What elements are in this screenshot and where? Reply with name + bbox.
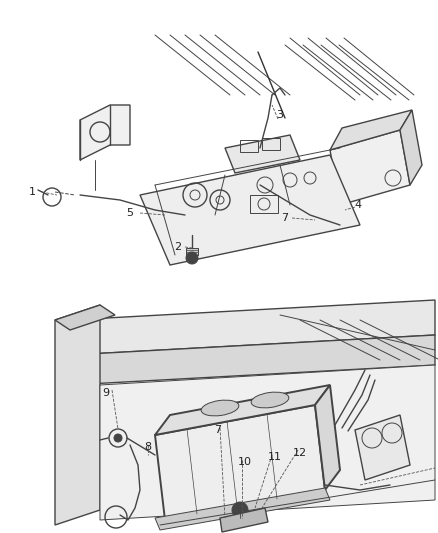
Bar	[262, 138, 280, 150]
Text: 1: 1	[28, 187, 35, 197]
Text: 5: 5	[127, 208, 134, 218]
Bar	[250, 195, 278, 213]
Polygon shape	[355, 415, 410, 480]
Polygon shape	[70, 335, 435, 385]
Text: 3: 3	[276, 110, 283, 120]
Polygon shape	[330, 130, 410, 205]
Polygon shape	[55, 305, 100, 525]
Circle shape	[114, 434, 122, 442]
Ellipse shape	[201, 400, 239, 416]
Polygon shape	[155, 488, 330, 530]
Ellipse shape	[251, 392, 289, 408]
Polygon shape	[80, 105, 130, 160]
Polygon shape	[155, 385, 330, 435]
Circle shape	[232, 502, 248, 518]
Text: 7: 7	[215, 425, 222, 435]
Polygon shape	[400, 110, 422, 185]
Polygon shape	[140, 155, 360, 265]
Text: 8: 8	[145, 442, 152, 452]
Text: 12: 12	[293, 448, 307, 458]
Text: 4: 4	[354, 200, 361, 210]
Polygon shape	[70, 300, 435, 355]
Text: 11: 11	[268, 452, 282, 462]
Polygon shape	[55, 305, 115, 330]
Bar	[240, 140, 258, 152]
Polygon shape	[100, 365, 435, 520]
Polygon shape	[225, 135, 300, 173]
Polygon shape	[220, 508, 268, 532]
Text: 10: 10	[238, 457, 252, 467]
Polygon shape	[330, 110, 412, 150]
Text: 2: 2	[174, 242, 182, 252]
Text: 7: 7	[282, 213, 289, 223]
Polygon shape	[155, 405, 325, 520]
Text: 9: 9	[102, 388, 110, 398]
Circle shape	[186, 252, 198, 264]
Polygon shape	[186, 248, 198, 255]
Polygon shape	[315, 385, 340, 490]
